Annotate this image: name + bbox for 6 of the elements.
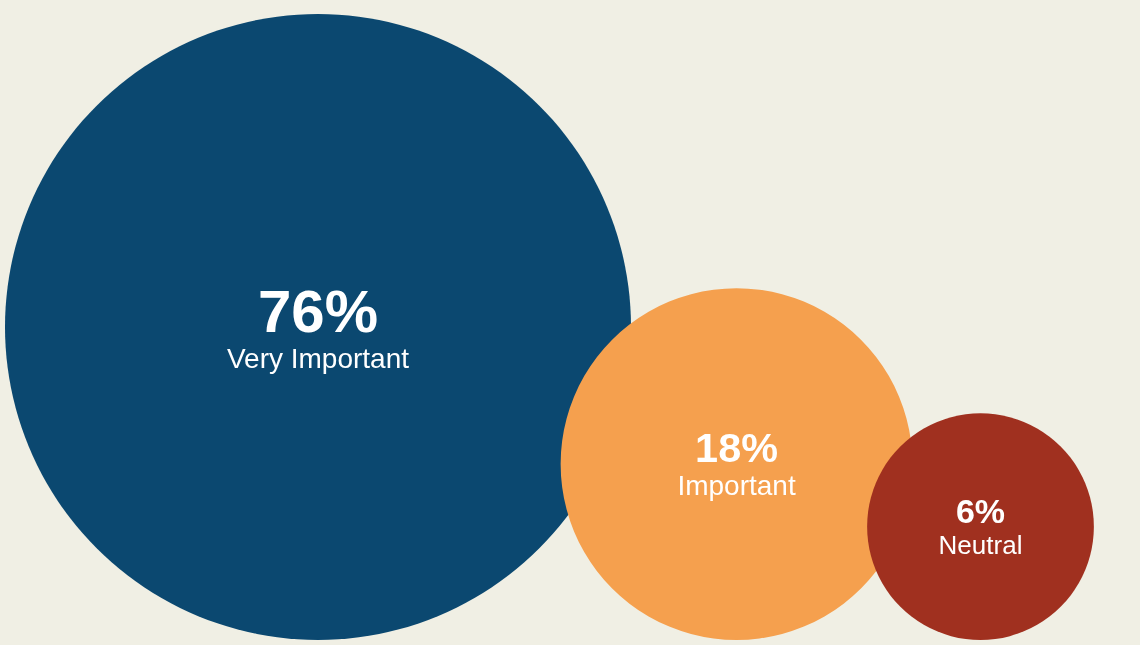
data-label: 18% [695,425,778,472]
category-label: Important [677,470,796,502]
category-label: Very Important [226,342,410,374]
category-label: Neutral [938,529,1023,560]
data-label: 76% [257,277,379,345]
data-label: 6% [955,491,1006,530]
